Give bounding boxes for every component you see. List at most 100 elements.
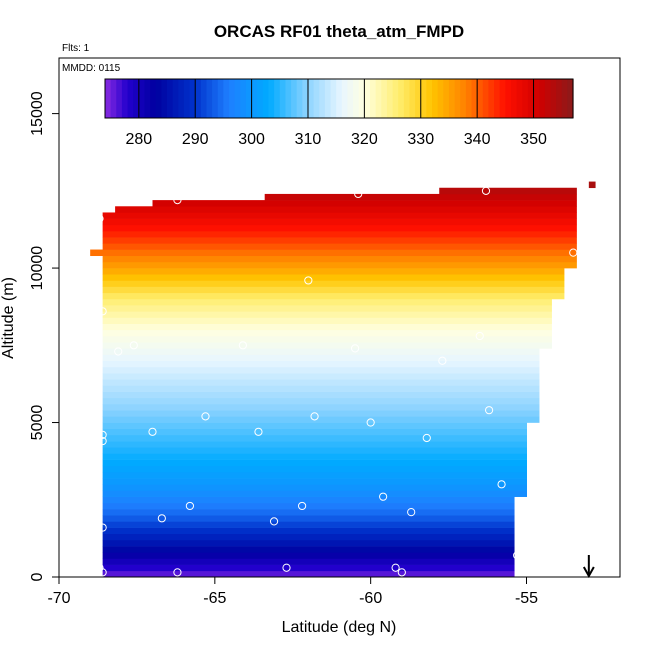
flight-point (422, 433, 431, 443)
colorbar-swatch (302, 79, 309, 118)
field-band (102, 404, 540, 411)
colorbar-swatch (105, 79, 112, 118)
field-band (102, 496, 515, 504)
field-band (102, 546, 515, 553)
colorbar-swatch (172, 79, 179, 118)
colorbar-swatch (217, 79, 225, 118)
flight-point (269, 517, 279, 526)
field-band (102, 484, 527, 491)
field-band (102, 564, 515, 572)
colorbar-tick-label: 290 (182, 131, 209, 148)
field-band (102, 385, 540, 392)
colorbar-swatch (499, 79, 506, 118)
x-tick-label: -70 (47, 590, 70, 607)
y-tick-label: 5000 (29, 405, 46, 441)
flight-point (173, 196, 182, 205)
x-axis: -70 -65 -60 -55 (47, 576, 538, 607)
colorbar: 280 290 300 310 320 330 340 350 (104, 78, 574, 148)
field-band (102, 434, 527, 442)
field-band (102, 224, 577, 232)
colorbar-swatch (313, 79, 320, 118)
field-band (102, 342, 552, 349)
flight-point (98, 568, 107, 577)
field-band (102, 243, 577, 250)
colorbar-swatch (398, 79, 405, 118)
flight-point (407, 508, 416, 517)
flight-point (534, 449, 544, 458)
field-band (90, 249, 577, 257)
y-axis-label: Altitude (m) (0, 277, 17, 359)
colorbar-swatch (330, 79, 337, 118)
colorbar-tick-label: 300 (238, 131, 265, 148)
field-band (588, 181, 596, 189)
field-band (102, 231, 577, 238)
flight-point (185, 501, 194, 511)
colorbar-swatch (291, 79, 298, 118)
field-band (152, 200, 577, 207)
flight-point (254, 427, 263, 436)
field-band (102, 280, 565, 287)
colorbar-swatch (183, 79, 191, 118)
colorbar-swatch (274, 79, 281, 118)
field-band (102, 453, 527, 460)
colorbar-swatch (240, 79, 247, 118)
colorbar-swatch (465, 79, 473, 118)
colorbar-swatch (353, 79, 360, 118)
colorbar-swatch (200, 79, 208, 118)
colorbar-swatch (454, 79, 461, 118)
flight-point (528, 526, 537, 535)
colorbar-swatch (437, 79, 444, 118)
field-band (102, 490, 527, 497)
flight-point (98, 307, 107, 316)
colorbar-swatch (358, 79, 365, 118)
flight-point (238, 341, 247, 350)
field-band (102, 502, 515, 510)
flight-point (513, 551, 522, 560)
colorbar-swatch (251, 79, 258, 118)
field-band (102, 237, 577, 244)
colorbar-swatch (527, 79, 535, 118)
colorbar-swatch (539, 79, 546, 118)
field-band (102, 373, 540, 380)
colorbar-swatch (448, 79, 456, 118)
flight-point (282, 563, 291, 572)
colorbar-swatch (533, 79, 540, 118)
field-band (439, 187, 577, 195)
colorbar-swatch (144, 79, 151, 118)
x-tick-label: -55 (515, 590, 538, 607)
field-band (102, 366, 540, 374)
colorbar-swatch (460, 79, 467, 118)
colorbar-swatch (155, 79, 162, 118)
field-band (102, 416, 540, 423)
flight-point (481, 186, 491, 195)
field-band (102, 311, 552, 318)
field-band (102, 478, 527, 485)
field-band (102, 521, 515, 528)
flight-point (98, 430, 107, 439)
field-band (102, 471, 527, 479)
field-band (102, 558, 515, 565)
chart-title: ORCAS RF01 theta_atm_FMPD (214, 22, 464, 41)
colorbar-swatch (375, 79, 382, 118)
colorbar-swatch (223, 79, 230, 118)
colorbar-swatch (161, 79, 168, 118)
flight-point (304, 276, 313, 285)
colorbar-swatch (212, 79, 219, 118)
colorbar-swatch (381, 79, 388, 118)
colorbar-swatch (133, 79, 140, 118)
field-band (102, 274, 565, 281)
flight-track-points (89, 186, 590, 577)
colorbar-swatch (324, 79, 332, 118)
colorbar-swatch (116, 79, 123, 118)
field-band (102, 459, 527, 467)
field-band (102, 533, 515, 541)
colorbar-swatch (262, 79, 270, 118)
x-axis-label: Latitude (deg N) (282, 619, 397, 636)
colorbar-swatch (432, 79, 439, 118)
field-band (102, 255, 577, 263)
colorbar-swatch (206, 79, 213, 118)
field-band (102, 465, 527, 473)
field-band (102, 447, 527, 454)
colorbar-swatch (341, 79, 349, 118)
flight-point (89, 381, 98, 390)
